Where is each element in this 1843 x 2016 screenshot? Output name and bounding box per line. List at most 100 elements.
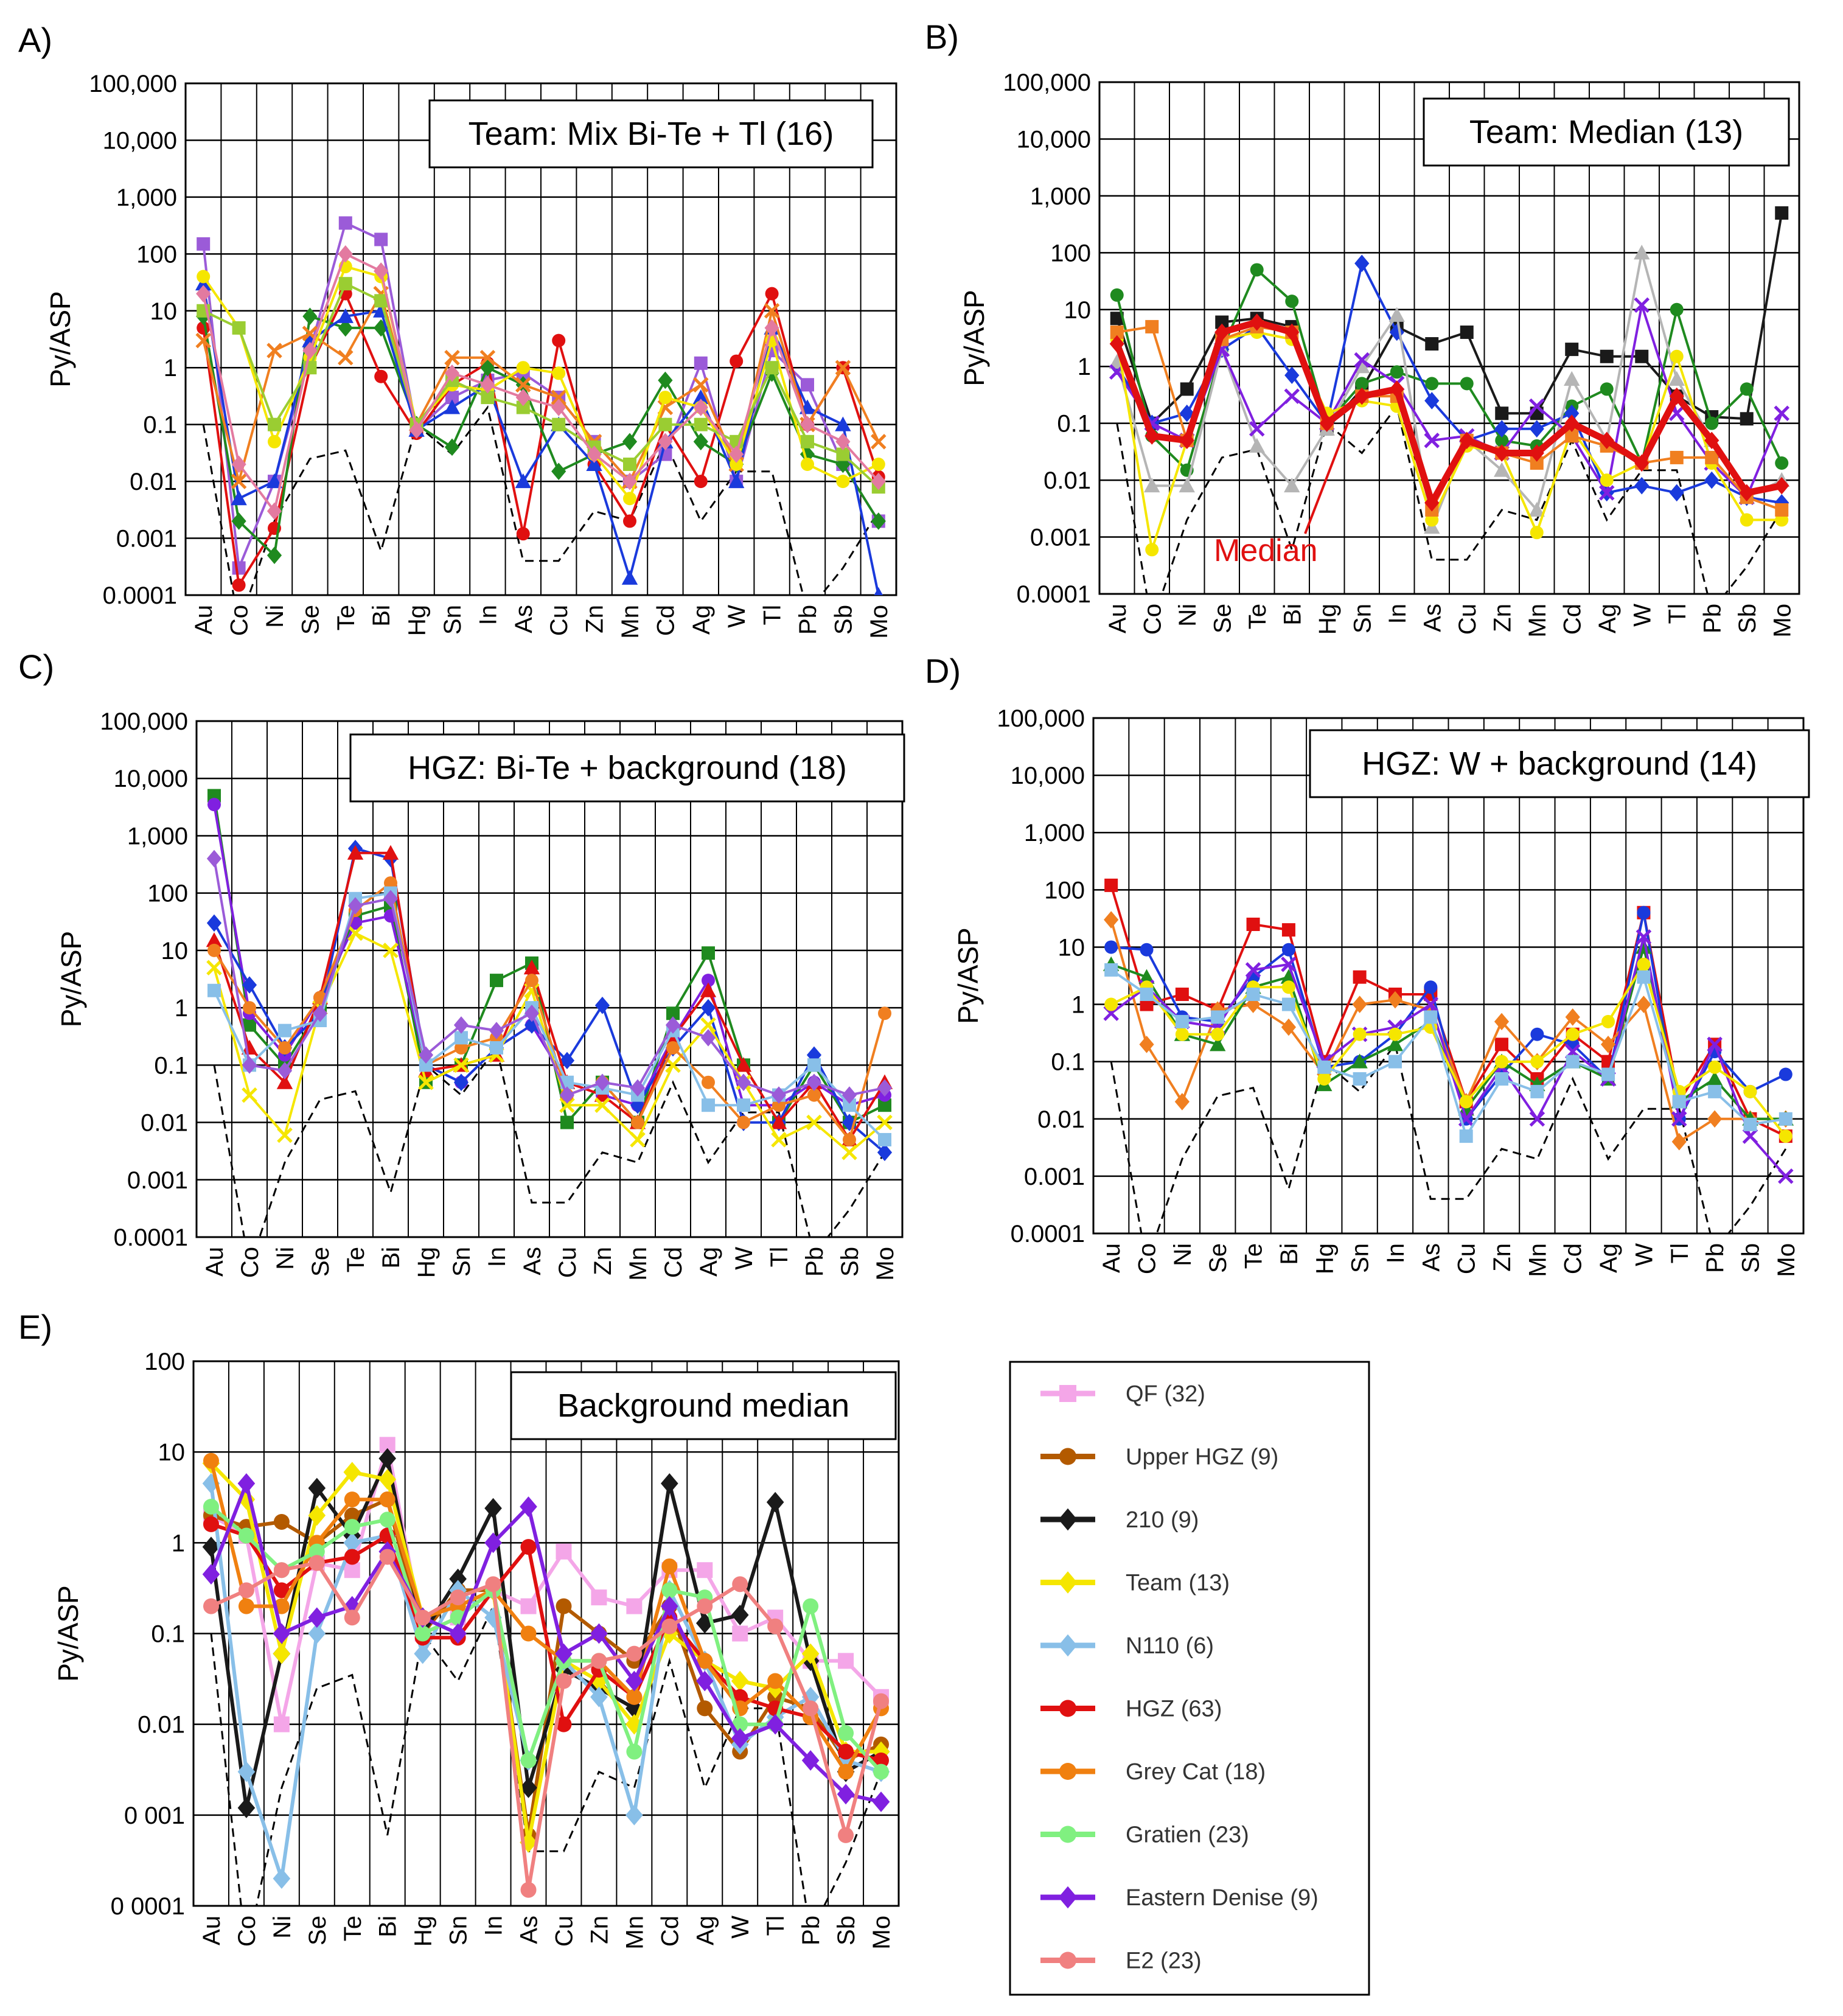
data-point — [1140, 997, 1154, 1011]
series-line — [1110, 963, 1787, 1137]
data-point — [1600, 1036, 1616, 1053]
legend-item: HGZ (63) — [1040, 1697, 1222, 1722]
x-tick-label: Ni — [1174, 604, 1201, 627]
data-point — [1637, 970, 1651, 984]
legend: QF (32) Upper HGZ (9) 210 (9) Team (13) N110… — [1009, 1361, 1370, 1996]
data-point — [1529, 444, 1544, 462]
y-tick-label: 0 0001 — [111, 1893, 185, 1920]
x-tick-label: W — [1631, 1243, 1657, 1266]
data-point — [1775, 503, 1789, 517]
data-point — [1530, 456, 1544, 470]
data-point — [414, 1625, 431, 1642]
data-point — [445, 391, 459, 405]
data-point — [1598, 485, 1615, 501]
data-point — [835, 360, 851, 375]
data-point — [1636, 996, 1651, 1013]
data-point — [237, 1798, 256, 1818]
data-point — [1210, 1036, 1226, 1052]
legend-swatch-marker — [1058, 1571, 1078, 1594]
data-point — [770, 1114, 787, 1129]
x-tick-label: Ag — [692, 1916, 719, 1945]
data-point — [658, 433, 673, 451]
data-point — [278, 1041, 291, 1055]
title-box — [1423, 97, 1790, 167]
y-tick-label: 1,000 — [116, 184, 177, 211]
data-point — [1707, 1036, 1723, 1053]
data-point — [878, 1006, 891, 1020]
data-point — [489, 1022, 504, 1039]
data-point — [877, 1114, 893, 1131]
data-point — [1668, 371, 1685, 386]
data-point — [771, 1132, 787, 1148]
x-tick-label: Mo — [872, 1247, 899, 1281]
data-point — [658, 391, 672, 405]
data-point — [197, 237, 211, 251]
chart-title: HGZ: Bi-Te + background (18) — [408, 750, 847, 786]
data-point — [1317, 1072, 1331, 1086]
data-point — [242, 1056, 257, 1074]
data-point — [800, 416, 815, 433]
data-point — [1388, 1027, 1402, 1041]
data-point — [843, 1132, 856, 1146]
legend-swatch-marker — [1059, 1826, 1076, 1843]
data-point — [1390, 365, 1404, 379]
data-point — [1600, 473, 1614, 487]
data-point — [1104, 963, 1118, 977]
data-point — [273, 1582, 290, 1599]
x-tick-label: Ag — [688, 605, 715, 635]
x-tick-label: Te — [1241, 1243, 1267, 1269]
data-point — [590, 1686, 608, 1707]
data-point — [444, 438, 460, 456]
data-point — [1388, 1055, 1402, 1069]
data-point — [238, 1598, 254, 1614]
x-tick-label: Pb — [1702, 1243, 1729, 1273]
data-point — [697, 1653, 713, 1669]
data-point — [1669, 484, 1684, 502]
data-point — [384, 876, 397, 890]
x-tick-label: Se — [307, 1247, 334, 1277]
data-point — [1180, 382, 1194, 396]
data-point — [267, 502, 282, 520]
data-point — [693, 377, 709, 393]
data-point — [302, 341, 318, 360]
y-tick-label: 0.01 — [141, 1110, 188, 1137]
data-point — [1355, 377, 1369, 391]
data-point — [801, 378, 814, 392]
x-tick-label: Sb — [833, 1916, 860, 1945]
chart-panel-2: B) 100,000 10,000 1,000 100 10 1 0.1 0.01 0.001 0.… — [925, 18, 1800, 638]
data-point — [1528, 501, 1545, 517]
data-point — [374, 369, 388, 383]
data-point — [523, 960, 540, 975]
panel-letter: C) — [18, 647, 54, 686]
data-point — [772, 1098, 786, 1112]
data-point — [630, 1132, 646, 1148]
data-point — [338, 349, 354, 366]
chart-panel-5: E) 100 10 1 0.1 0.01 0 001 0 0001 Au Co Ni Se Te Bi Hg… — [18, 1308, 900, 1950]
data-point — [520, 1625, 537, 1642]
x-tick-label: Zn — [586, 1916, 613, 1944]
data-point — [1495, 1055, 1509, 1069]
data-point — [661, 1596, 678, 1617]
data-point — [1778, 1168, 1794, 1184]
data-point — [266, 473, 283, 489]
data-point — [237, 1761, 256, 1782]
data-point — [207, 798, 221, 812]
data-point — [702, 1075, 715, 1089]
data-point — [450, 1589, 466, 1606]
data-point — [202, 1564, 220, 1585]
data-point — [1425, 377, 1439, 391]
data-point — [1140, 943, 1154, 957]
data-point — [243, 1018, 256, 1032]
data-point — [1424, 433, 1440, 448]
data-point — [1565, 429, 1579, 443]
data-point — [873, 1693, 890, 1709]
data-point — [1601, 1014, 1615, 1028]
x-tick-label: As — [510, 605, 537, 633]
x-tick-label: Mo — [868, 1916, 895, 1950]
legend-item: E2 (23) — [1040, 1948, 1202, 1974]
series-s8 — [196, 245, 886, 520]
data-point — [877, 1079, 893, 1097]
data-point — [449, 1623, 467, 1644]
x-tick-label: Cd — [1560, 1243, 1587, 1274]
x-tick-label: Au — [201, 1247, 228, 1277]
